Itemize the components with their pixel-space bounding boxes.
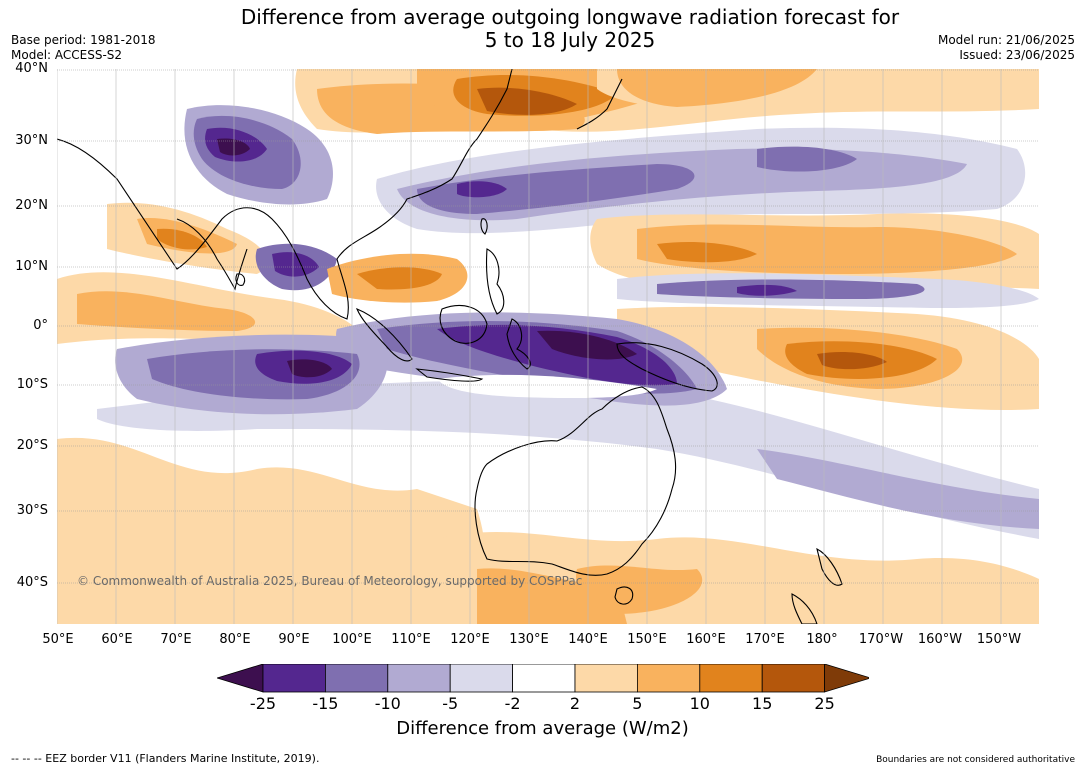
lat-label-40n: 40°N [15,61,48,76]
colorbar-segment [761,664,826,693]
colorbar-tick-label: -2 [504,694,521,713]
lon-label: 120°E [450,632,490,647]
colorbar-extend-min [217,664,264,693]
colorbar-segment [449,664,513,693]
colorbar-tick-label: 2 [569,694,581,713]
lon-label: 80°E [219,632,251,647]
map-title-line2: 5 to 18 July 2025 [484,28,656,52]
map-panel: © Commonwealth of Australia 2025, Bureau… [57,69,1039,624]
colorbar-tick-label: -10 [374,694,401,713]
lon-label: 110°E [391,632,431,647]
colorbar-segment [699,664,763,693]
graticule [57,69,1039,584]
lon-label: 100°E [332,632,372,647]
boundary-disclaimer: Boundaries are not considered authoritat… [876,755,1075,765]
lon-label: 50°E [42,632,74,647]
copyright-notice: © Commonwealth of Australia 2025, Bureau… [77,574,583,588]
lat-label-40s: 40°S [16,575,48,590]
lon-label: 180° [806,632,838,647]
model-run-text: Model run: 21/06/2025 [937,33,1075,47]
lat-label-30n: 30°N [15,133,48,148]
lon-label: 160°E [686,632,726,647]
eez-border-note: -- -- -- EEZ border V11 (Flanders Marine… [11,752,320,765]
colorbar-segment [262,664,326,693]
colorbar-tick-label: 25 [814,694,835,713]
lon-label: 150°W [976,632,1022,647]
olr-anomaly-map [57,69,1039,624]
colorbar-segment [387,664,451,693]
lon-label: 60°E [101,632,133,647]
colorbar-tick-label: -25 [249,694,277,713]
colorbar-tick-label: -5 [442,694,459,713]
colorbar-tick-label: -15 [312,694,339,713]
model-text: Model: ACCESS-S2 [11,48,123,62]
colorbar-segment [512,664,576,693]
lat-label-30s: 30°S [16,503,48,518]
colorbar [217,664,869,693]
lon-label: 160°W [917,632,963,647]
lat-label-20n: 20°N [15,198,48,213]
lon-label: 90°E [278,632,310,647]
lon-label: 70°E [160,632,192,647]
lat-label-20s: 20°S [16,438,48,453]
lon-label: 140°E [568,632,608,647]
lon-label: 170°W [858,632,904,647]
lon-label: 170°E [745,632,785,647]
meridians [57,69,1002,624]
colorbar-segment [636,664,701,693]
lat-label-10s: 10°S [16,377,48,392]
lat-label-0: 0° [33,318,48,333]
colorbar-tick-label: 10 [689,694,710,713]
anomaly-shading [57,69,1039,624]
coastlines [57,69,843,624]
lon-label: 130°E [509,632,549,647]
issued-text: Issued: 23/06/2025 [959,48,1075,62]
lon-label: 150°E [627,632,667,647]
meta-left: Base period: 1981-2018 Model: ACCESS-S2 [11,33,156,63]
base-period-text: Base period: 1981-2018 [11,33,156,47]
colorbar-tick-label: 5 [632,694,643,713]
meta-right: Model run: 21/06/2025 Issued: 23/06/2025 [938,33,1075,63]
colorbar-tick-label: 15 [752,694,773,713]
colorbar-segment [574,664,638,693]
colorbar-title: Difference from average (W/m2) [396,718,689,739]
colorbar-extend-max [824,664,869,693]
map-title-line1: Difference from average outgoing longwav… [240,5,900,29]
colorbar-segment [325,664,389,693]
lat-label-10n: 10°N [15,259,48,274]
